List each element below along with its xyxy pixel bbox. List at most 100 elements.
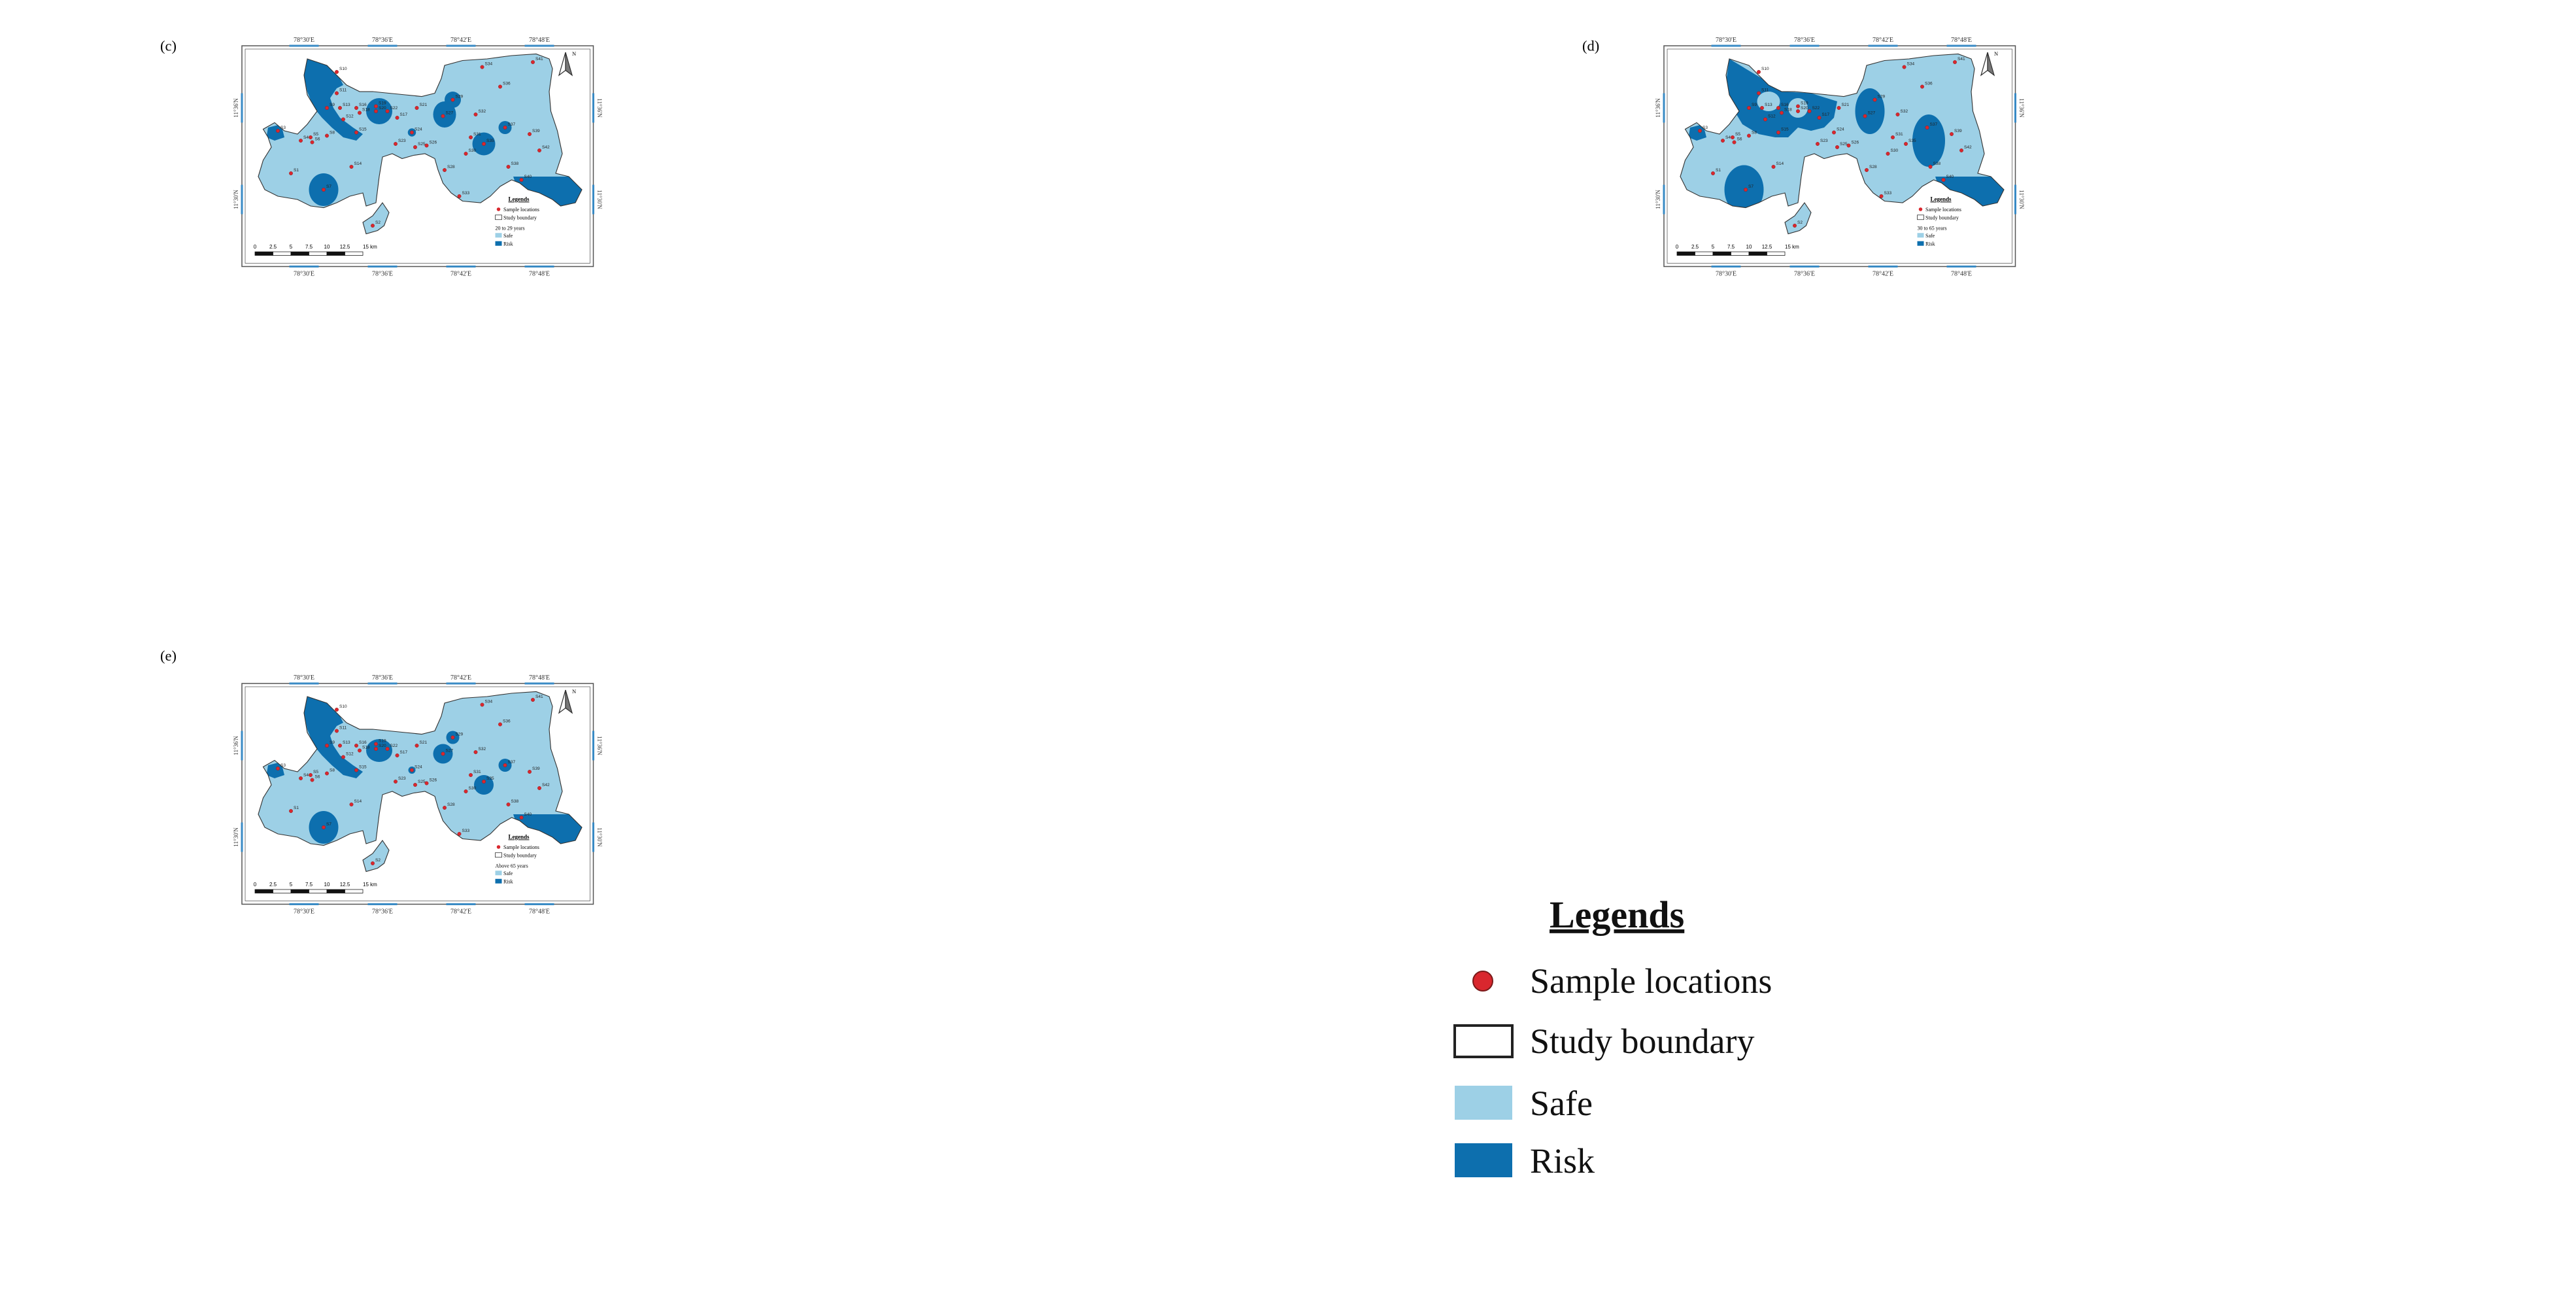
sample-label: S27 [1868, 111, 1876, 116]
sample-label: S36 [503, 719, 511, 724]
sample-label: S18 [362, 108, 370, 112]
sample-point [503, 763, 507, 767]
sample-label: S8 [330, 768, 335, 773]
sample-label: S3 [1703, 126, 1708, 130]
sample-label: S36 [1925, 82, 1933, 86]
sample-point [1886, 152, 1890, 156]
sample-point [1796, 109, 1800, 113]
scale-bar-label: 12.5 [1762, 244, 1772, 250]
sample-label: S42 [1964, 145, 1972, 150]
sample-point [424, 781, 429, 785]
sample-label: S30 [469, 786, 477, 791]
scale-bar-segment [345, 251, 364, 256]
inset-legend-title: Legends [1931, 196, 1952, 203]
sample-point [1780, 111, 1784, 115]
latitude-label-left: 11°36'N [233, 736, 239, 755]
sample-label: S34 [485, 700, 493, 704]
sample-label: S4 [303, 135, 309, 140]
inset-legend-boundary-label: Study boundary [503, 853, 537, 859]
sample-point [394, 780, 398, 784]
sample-label: S30 [469, 148, 477, 153]
sample-label: S29 [1878, 95, 1886, 99]
latitude-label-left: 11°30'N [1655, 190, 1661, 209]
sample-point [441, 751, 445, 756]
sample-point [537, 786, 541, 790]
sample-point [1835, 145, 1839, 149]
sample-label: S21 [420, 103, 428, 107]
risk-zone [366, 739, 392, 762]
sample-point [415, 744, 419, 748]
sample-point [1863, 114, 1867, 118]
longitude-label-bottom: 78°48'E [529, 270, 550, 277]
sample-label: S33 [1884, 191, 1892, 196]
sample-point [410, 768, 414, 772]
sample-label: S1 [1716, 168, 1721, 173]
map-panel-d: 78°30'E 78°30'E 78°36'E 78°36'E 78°42'E 78°42… [1582, 37, 2025, 278]
sample-label: S9 [330, 103, 335, 107]
sample-label: S19 [379, 101, 386, 106]
sample-label: S1 [294, 806, 299, 810]
sample-label: S4 [303, 773, 309, 778]
longitude-label-bottom: 78°30'E [1716, 270, 1737, 277]
scale-bar-segment [326, 889, 345, 893]
scale-bar-segment [273, 251, 292, 256]
panel-label: (c) [160, 38, 177, 54]
risk-zone [1912, 114, 1945, 167]
inset-legend-safe-swatch [495, 871, 502, 876]
scale-bar-label: 2.5 [1691, 244, 1699, 250]
sample-point [464, 152, 468, 156]
scale-bar-label: 2.5 [269, 882, 277, 888]
sample-label: S38 [1933, 162, 1941, 166]
sample-point [299, 776, 303, 780]
sample-point [276, 767, 280, 770]
sample-label: S9 [1752, 103, 1757, 107]
sample-point [506, 803, 511, 806]
sample-label: S30 [1891, 148, 1899, 153]
sample-label: S20 [1801, 106, 1808, 111]
inset-legend-age-group: 30 to 65 years [1918, 225, 1947, 231]
sample-point [395, 753, 399, 757]
sample-point [1817, 116, 1822, 120]
sample-point [473, 750, 478, 754]
longitude-label-top: 78°42'E [450, 37, 471, 44]
sample-point [1865, 168, 1869, 172]
sample-label: S35 [486, 776, 494, 781]
sample-label: S32 [479, 109, 486, 114]
sample-label: S12 [346, 114, 354, 119]
sample-point [354, 768, 358, 772]
sample-label: S8 [1752, 131, 1757, 135]
scale-bar-label: 7.5 [305, 882, 313, 888]
longitude-label-top: 78°36'E [372, 37, 393, 44]
inset-legend-risk-label: Risk [1925, 241, 1935, 247]
scale-bar-segment [254, 251, 273, 256]
sample-point [349, 165, 354, 169]
sample-point [1721, 139, 1725, 143]
sample-point [469, 773, 473, 777]
scale-bar-segment [326, 251, 345, 256]
sample-point [450, 97, 455, 102]
sample-label: S26 [430, 778, 437, 783]
sample-point [450, 735, 455, 740]
sample-label: S22 [1812, 106, 1820, 111]
latitude-label-left: 11°30'N [233, 827, 239, 847]
sample-label: S25 [418, 142, 426, 147]
latitude-label-right: 11°30'N [596, 190, 603, 209]
sample-label: S22 [390, 106, 398, 111]
sample-label: S28 [447, 165, 455, 169]
inset-legend-title: Legends [509, 834, 530, 840]
sample-label: S17 [1822, 112, 1830, 117]
sample-label: S24 [415, 128, 422, 132]
inset-legend: Legends Sample locations Study boundary Abo… [495, 834, 539, 885]
scale-bar-segment [290, 889, 309, 893]
main-legend-sample-label: Sample locations [1530, 961, 1772, 1001]
sample-label: S26 [1852, 141, 1859, 145]
sample-label: S17 [400, 750, 408, 755]
scale-bar-segment [273, 889, 292, 893]
inset-legend-risk-swatch [495, 241, 502, 246]
study-boundary-line [258, 691, 583, 872]
sample-label: S17 [400, 112, 408, 117]
sample-label: S40 [1946, 175, 1954, 179]
longitude-label-top: 78°48'E [529, 37, 550, 44]
risk-zone [266, 124, 284, 141]
sample-label: S6 [315, 775, 320, 780]
